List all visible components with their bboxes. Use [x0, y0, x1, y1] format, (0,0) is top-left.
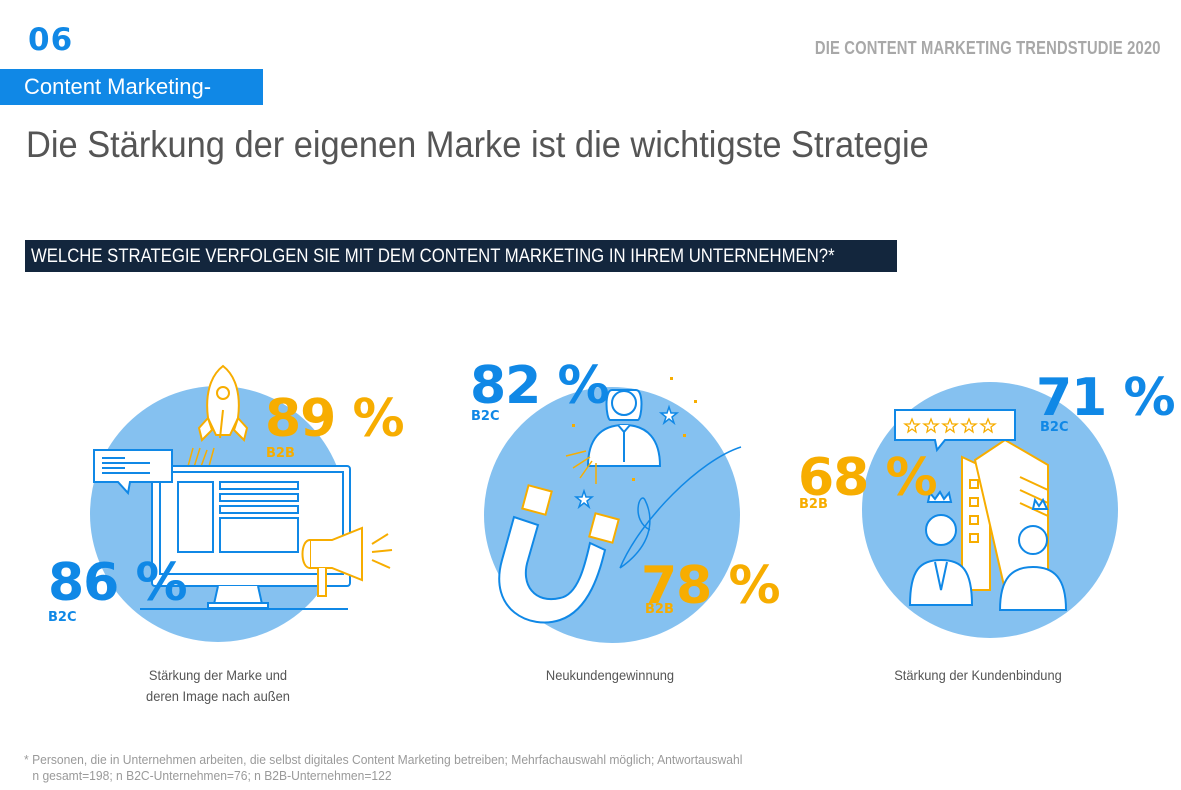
- megaphone-icon: [301, 526, 393, 597]
- footnote-line: n gesamt=198; n B2C-Unternehmen=76; n B2…: [32, 768, 392, 783]
- acquisition-b2c-label: B2C: [471, 409, 500, 424]
- monitor-icon: [140, 465, 351, 610]
- acquisition-b2b-label: B2B: [645, 602, 674, 617]
- speech-bubble-icon: [93, 449, 173, 496]
- study-title: DIE CONTENT MARKETING TRENDSTUDIE 2020: [815, 38, 1161, 58]
- magnet-wire-icon: [619, 446, 742, 569]
- chapter-number: 06: [28, 22, 74, 58]
- brand-b2c-value: 86 %: [48, 553, 188, 613]
- footnote: * Personen, die in Unternehmen arbeiten,…: [24, 752, 742, 784]
- brand-b2b-value: 89 %: [265, 389, 405, 449]
- magnet-icon: [498, 484, 620, 624]
- star-icon: [573, 404, 680, 510]
- caption-line: deren Image nach außen: [146, 688, 290, 704]
- circle-background: [484, 387, 740, 643]
- chapter-label: Content Marketing-Strategie: [0, 69, 263, 135]
- retention-b2c-label: B2C: [1040, 420, 1069, 435]
- building-icon: [961, 438, 1049, 591]
- rating-stars-icon: [894, 409, 1016, 453]
- crowned-customers-icon: [908, 490, 1068, 611]
- retention-caption: Stärkung der Kundenbindung: [877, 665, 1079, 686]
- retention-b2c-value: 71 %: [1036, 368, 1176, 428]
- sparkle-dots-icon: [572, 377, 697, 481]
- acquisition-b2b-value: 78 %: [641, 556, 781, 616]
- caption-line: Stärkung der Kundenbindung: [894, 667, 1062, 683]
- caption-line: Neukundengewinnung: [545, 667, 675, 683]
- rocket-icon: [197, 364, 249, 442]
- attraction-lines-icon: [565, 450, 597, 484]
- survey-question-text: WELCHE STRATEGIE VERFOLGEN SIE MIT DEM C…: [31, 246, 835, 267]
- acquisition-b2c-value: 82 %: [470, 356, 610, 416]
- retention-b2b-value: 68 %: [798, 448, 938, 508]
- brand-b2b-label: B2B: [266, 446, 295, 461]
- brand-b2c-label: B2C: [48, 610, 77, 625]
- page-title: Die Stärkung der eigenen Marke ist die w…: [26, 124, 929, 165]
- caption-line: Stärkung der Marke und: [148, 667, 288, 683]
- footnote-line: * Personen, die in Unternehmen arbeiten,…: [24, 752, 743, 767]
- person-icon: [586, 389, 662, 467]
- survey-question: WELCHE STRATEGIE VERFOLGEN SIE MIT DEM C…: [25, 240, 897, 272]
- acquisition-caption: Neukundengewinnung: [518, 665, 702, 686]
- brand-caption: Stärkung der Marke und deren Image nach …: [117, 665, 319, 707]
- retention-b2b-label: B2B: [799, 497, 828, 512]
